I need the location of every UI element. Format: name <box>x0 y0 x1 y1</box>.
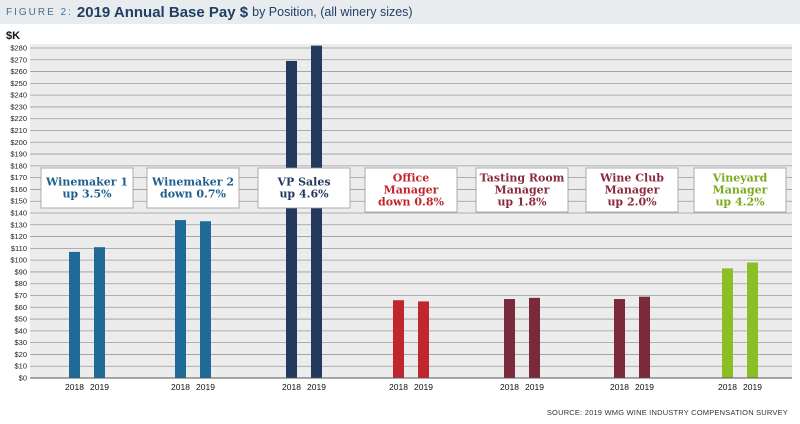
category-label-box <box>146 167 240 209</box>
category-label-text: up 1.8% <box>497 196 547 209</box>
y-tick-label: $160 <box>10 185 27 194</box>
category-label-text: Vineyard <box>712 172 768 185</box>
figure-label: FIGURE 2: <box>6 6 73 18</box>
category-label-text: up 4.6% <box>279 188 329 201</box>
y-tick-label: $230 <box>10 102 27 111</box>
y-tick-label: $270 <box>10 55 27 64</box>
y-tick-label: $90 <box>14 267 27 276</box>
bar <box>747 262 758 378</box>
category-label-text: VP Sales <box>276 176 330 189</box>
x-tick-label: 2019 <box>307 382 326 392</box>
category-label-box <box>364 167 458 213</box>
category-label-box <box>40 167 134 209</box>
x-tick-label: 2018 <box>718 382 737 392</box>
y-tick-label: $70 <box>14 291 27 300</box>
category-label-text: Manager <box>605 184 660 197</box>
bar <box>200 221 211 378</box>
x-tick-label: 2018 <box>389 382 408 392</box>
x-tick-label: 2019 <box>743 382 762 392</box>
y-tick-label: $110 <box>11 244 27 253</box>
title-bar: FIGURE 2: 2019 Annual Base Pay $ by Posi… <box>0 0 800 24</box>
y-tick-label: $140 <box>10 209 27 218</box>
y-tick-label: $50 <box>14 315 27 324</box>
y-tick-label: $20 <box>14 350 27 359</box>
x-tick-label: 2019 <box>414 382 433 392</box>
category-label-box <box>585 167 679 213</box>
category-label-text: up 3.5% <box>62 188 112 201</box>
category-label-text: Winemaker 2 <box>151 176 234 189</box>
category-label-box <box>693 167 787 213</box>
y-tick-label: $210 <box>10 126 27 135</box>
y-tick-label: $30 <box>14 338 27 347</box>
bar <box>614 299 625 378</box>
category-label-text: Tasting Room <box>480 172 565 185</box>
bar <box>286 60 297 378</box>
category-label-text: Manager <box>713 184 768 197</box>
category-label-text: down 0.8% <box>378 196 444 209</box>
bar <box>393 300 404 378</box>
bar <box>418 301 429 378</box>
x-tick-label: 2018 <box>500 382 519 392</box>
x-tick-label: 2018 <box>65 382 84 392</box>
chart-subtitle: by Position, (all winery sizes) <box>252 5 413 19</box>
category-label-text: up 2.0% <box>607 196 657 209</box>
category-label-text: Winemaker 1 <box>45 176 128 189</box>
bar <box>94 247 105 378</box>
category-label-text: Manager <box>384 184 439 197</box>
category-label-text: down 0.7% <box>160 188 226 201</box>
category-label-text: up 4.2% <box>715 196 765 209</box>
y-tick-label: $200 <box>10 138 27 147</box>
y-tick-label: $100 <box>10 256 27 265</box>
y-tick-label: $40 <box>14 326 27 335</box>
bar <box>722 268 733 378</box>
bar <box>69 251 80 378</box>
bar <box>175 220 186 378</box>
category-label-text: Manager <box>495 184 550 197</box>
y-tick-label: $260 <box>10 67 27 76</box>
x-tick-label: 2019 <box>635 382 654 392</box>
y-tick-label: $120 <box>10 232 27 241</box>
x-tick-label: 2019 <box>525 382 544 392</box>
y-axis-unit-label: $K <box>6 30 21 42</box>
y-tick-label: $220 <box>10 114 27 123</box>
y-tick-label: $190 <box>10 150 27 159</box>
bar <box>504 299 515 378</box>
x-tick-label: 2018 <box>610 382 629 392</box>
x-tick-label: 2018 <box>282 382 301 392</box>
bar <box>639 296 650 378</box>
y-tick-label: $130 <box>10 220 27 229</box>
y-tick-label: $60 <box>14 303 27 312</box>
x-tick-label: 2018 <box>171 382 190 392</box>
y-tick-label: $150 <box>10 197 27 206</box>
chart-title: 2019 Annual Base Pay $ <box>76 3 249 21</box>
category-label-box <box>475 167 569 213</box>
source-note: SOURCE: 2019 WMG WINE INDUSTRY COMPENSAT… <box>546 408 788 417</box>
bar <box>311 45 322 379</box>
y-tick-label: $240 <box>10 91 27 100</box>
x-tick-label: 2019 <box>196 382 215 392</box>
x-tick-label: 2019 <box>90 382 109 392</box>
y-tick-label: $170 <box>10 173 27 182</box>
y-tick-label: $80 <box>14 279 27 288</box>
y-tick-label: $280 <box>10 44 27 53</box>
y-tick-label: $250 <box>10 79 27 88</box>
y-tick-label: $0 <box>19 374 27 383</box>
category-label-text: Office <box>393 172 430 185</box>
bar <box>529 297 540 378</box>
y-tick-label: $10 <box>14 362 27 371</box>
y-tick-label: $180 <box>10 161 27 170</box>
category-label-text: Wine Club <box>599 172 664 185</box>
category-label-box <box>257 167 351 209</box>
